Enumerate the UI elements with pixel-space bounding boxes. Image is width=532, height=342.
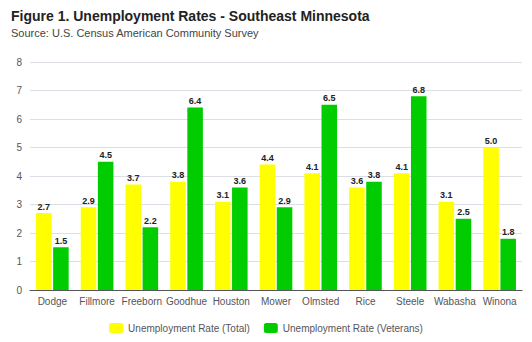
svg-text:2.2: 2.2	[144, 216, 157, 226]
svg-text:1.5: 1.5	[55, 236, 68, 246]
svg-text:2.9: 2.9	[278, 196, 291, 206]
svg-text:1.8: 1.8	[502, 227, 515, 237]
svg-text:Freeborn: Freeborn	[122, 296, 163, 307]
svg-text:3.1: 3.1	[440, 190, 453, 200]
svg-text:3.8: 3.8	[368, 170, 381, 180]
svg-text:4: 4	[16, 171, 22, 182]
svg-text:Source: U.S. Census American C: Source: U.S. Census American Community S…	[11, 27, 259, 39]
svg-text:Wabasha: Wabasha	[434, 296, 476, 307]
svg-text:3.6: 3.6	[351, 176, 364, 186]
svg-text:6: 6	[16, 114, 22, 125]
svg-text:6.8: 6.8	[412, 85, 425, 95]
svg-text:Steele: Steele	[396, 296, 425, 307]
svg-text:Olmsted: Olmsted	[302, 296, 339, 307]
svg-text:Rice: Rice	[355, 296, 375, 307]
svg-text:4.1: 4.1	[306, 162, 319, 172]
svg-text:5: 5	[16, 142, 22, 153]
svg-text:2.9: 2.9	[82, 196, 95, 206]
svg-text:Mower: Mower	[261, 296, 292, 307]
svg-text:3: 3	[16, 199, 22, 210]
svg-text:3.8: 3.8	[172, 170, 185, 180]
svg-text:1: 1	[16, 256, 22, 267]
svg-text:Winona: Winona	[483, 296, 517, 307]
svg-text:0: 0	[16, 285, 22, 296]
svg-text:4.5: 4.5	[99, 150, 112, 160]
svg-text:8: 8	[16, 57, 22, 68]
svg-text:Dodge: Dodge	[38, 296, 68, 307]
svg-text:2.5: 2.5	[457, 207, 470, 217]
svg-text:7: 7	[16, 85, 22, 96]
svg-text:Fillmore: Fillmore	[79, 296, 115, 307]
svg-text:Unemployment Rate (Total): Unemployment Rate (Total)	[128, 323, 250, 334]
svg-text:Figure 1. Unemployment Rates -: Figure 1. Unemployment Rates - Southeast…	[11, 8, 370, 24]
svg-text:2: 2	[16, 228, 22, 239]
svg-text:3.6: 3.6	[234, 176, 247, 186]
svg-text:Unemployment Rate (Veterans): Unemployment Rate (Veterans)	[283, 323, 423, 334]
svg-text:4.4: 4.4	[261, 153, 274, 163]
svg-text:5.0: 5.0	[485, 136, 498, 146]
svg-text:4.1: 4.1	[395, 162, 408, 172]
svg-text:6.5: 6.5	[323, 93, 336, 103]
svg-text:3.7: 3.7	[127, 173, 140, 183]
svg-text:6.4: 6.4	[189, 96, 202, 106]
svg-text:3.1: 3.1	[216, 190, 229, 200]
svg-text:Houston: Houston	[213, 296, 250, 307]
svg-text:Goodhue: Goodhue	[166, 296, 208, 307]
svg-text:2.7: 2.7	[38, 202, 51, 212]
